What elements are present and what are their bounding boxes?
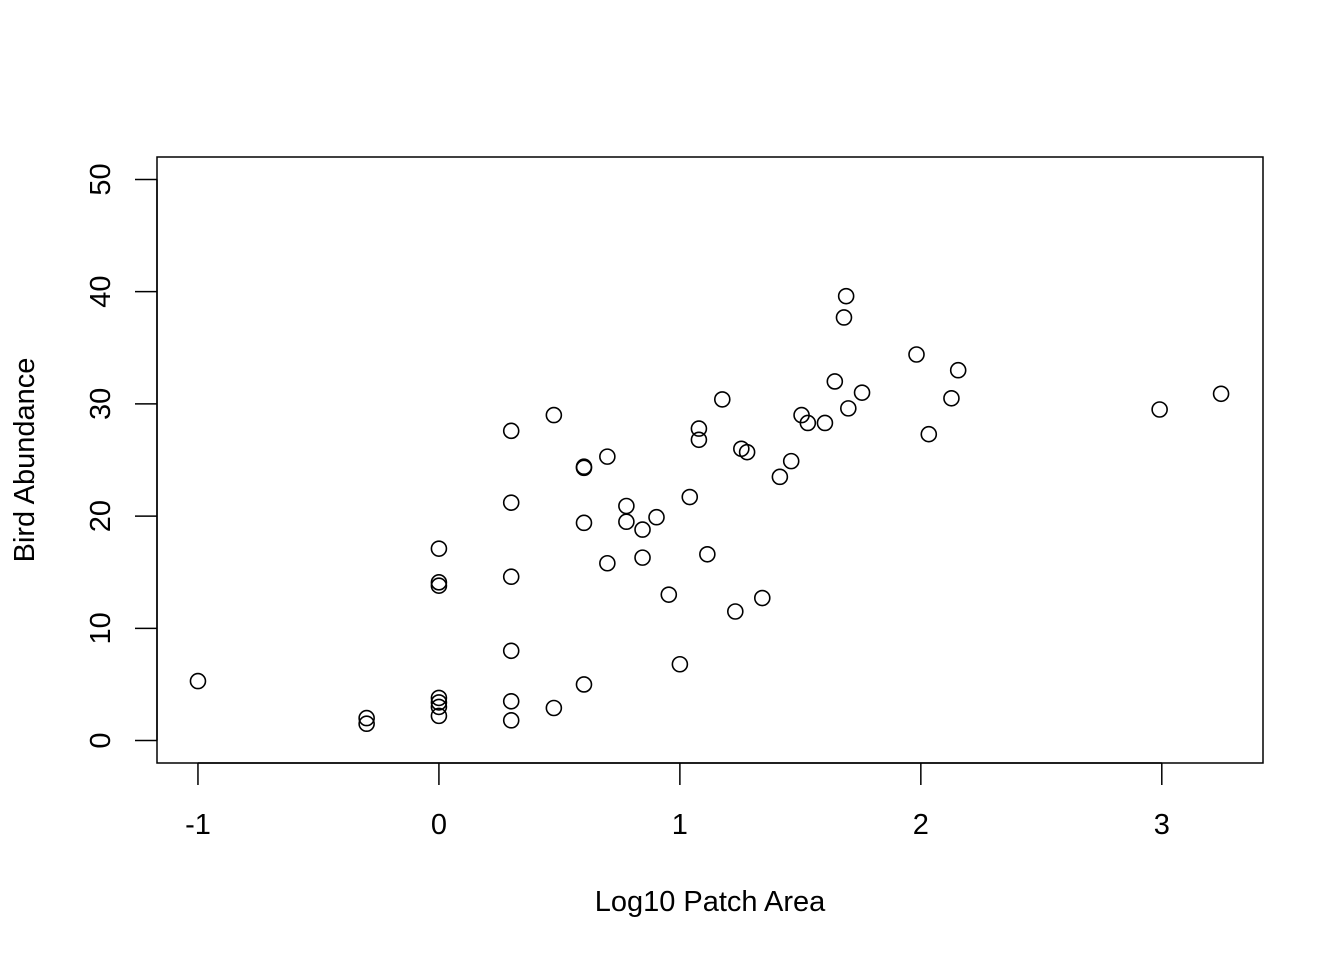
x-tick-label: 2	[913, 809, 929, 841]
data-point	[826, 373, 844, 390]
y-tick-label: 50	[85, 163, 117, 195]
data-point	[358, 709, 375, 727]
data-point	[648, 508, 665, 526]
data-point	[502, 568, 520, 586]
data-point	[502, 712, 520, 729]
data-point	[690, 420, 708, 437]
x-axis: -1 0 1 2 3	[185, 762, 1170, 841]
y-tick-label: 40	[85, 276, 117, 308]
data-point	[502, 692, 520, 710]
data-points	[189, 287, 1230, 733]
data-point	[358, 715, 375, 733]
data-point	[502, 494, 520, 511]
data-point	[575, 458, 593, 476]
data-point	[430, 707, 448, 725]
data-point	[840, 400, 857, 417]
data-point	[816, 414, 834, 432]
data-point	[671, 655, 689, 673]
data-point	[853, 384, 871, 401]
data-point	[753, 589, 771, 607]
data-point	[575, 676, 593, 693]
data-point	[908, 346, 925, 363]
x-tick-label: 0	[431, 809, 447, 841]
data-point	[634, 549, 651, 566]
x-tick-label: 1	[672, 809, 688, 841]
y-axis: 0 10 20 30 40 50	[85, 163, 158, 749]
data-point	[430, 577, 448, 594]
data-point	[575, 514, 593, 532]
data-point	[943, 389, 960, 407]
data-point	[949, 361, 967, 379]
data-point	[1212, 385, 1230, 403]
data-point	[920, 425, 938, 443]
data-point	[738, 443, 756, 461]
data-point	[618, 497, 635, 515]
data-point	[1151, 401, 1168, 418]
data-point	[837, 287, 855, 305]
data-point	[660, 586, 678, 603]
x-axis-label: Log10 Patch Area	[595, 886, 826, 918]
x-tick-label: -1	[185, 809, 211, 841]
y-tick-label: 10	[85, 612, 117, 644]
x-tick-label: 3	[1154, 809, 1170, 841]
y-tick-label: 0	[85, 732, 117, 748]
data-point	[681, 488, 699, 506]
data-point	[634, 521, 651, 538]
data-point	[545, 406, 563, 424]
data-point	[690, 431, 708, 449]
data-point	[430, 698, 448, 716]
data-point	[835, 309, 853, 326]
data-point	[599, 554, 616, 572]
data-point	[502, 422, 520, 440]
data-point	[430, 694, 448, 711]
data-point	[713, 391, 731, 408]
data-point	[545, 699, 563, 717]
data-point	[699, 545, 716, 563]
y-tick-label: 30	[85, 388, 117, 420]
data-point	[799, 414, 817, 432]
data-point	[771, 468, 789, 486]
data-point	[727, 603, 744, 620]
y-tick-label: 20	[85, 500, 117, 532]
data-point	[430, 689, 448, 707]
data-point	[430, 540, 448, 557]
data-point	[189, 672, 207, 690]
y-axis-label: Bird Abundance	[9, 358, 41, 563]
data-point	[782, 452, 800, 470]
data-point	[599, 448, 616, 465]
data-point	[502, 642, 520, 660]
